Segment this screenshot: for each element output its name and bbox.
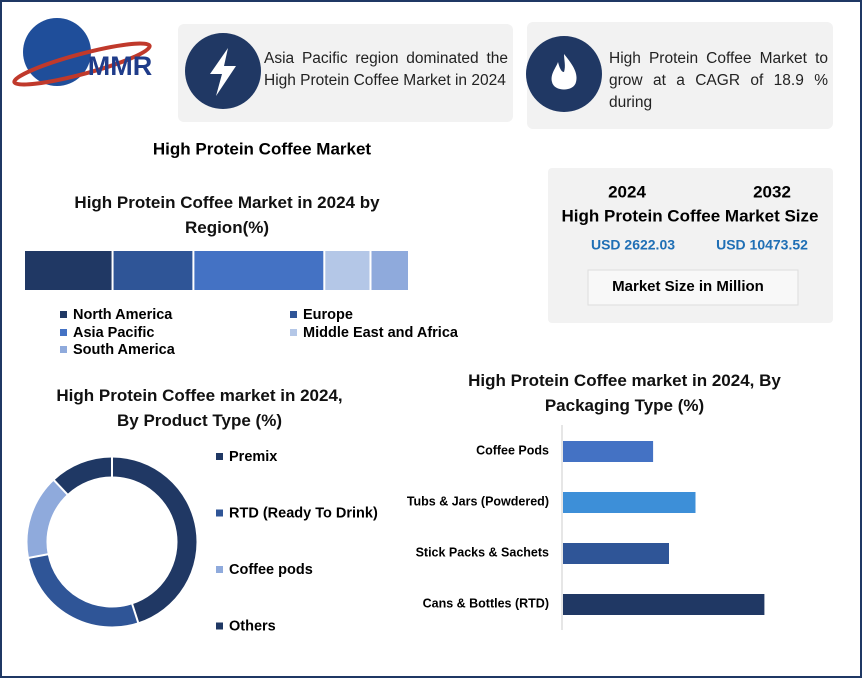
legend-swatch <box>290 329 297 336</box>
legend-label: South America <box>73 342 176 358</box>
year: 2024 <box>608 182 646 201</box>
bar-segment <box>325 251 370 290</box>
legend-label: Premix <box>229 449 277 465</box>
year: 2032 <box>753 182 791 201</box>
logo-text: MMR <box>88 51 152 81</box>
y-tick-label: Coffee Pods <box>476 443 549 457</box>
legend-label: Middle East and Africa <box>303 325 459 341</box>
flame-icon <box>551 54 577 90</box>
bar-segment <box>194 251 324 290</box>
bar <box>563 543 669 564</box>
legend-swatch <box>290 311 297 318</box>
donut-slice <box>54 457 113 495</box>
legend-swatch <box>60 311 67 318</box>
bolt-icon <box>210 48 236 96</box>
legend-label: RTD (Ready To Drink) <box>229 505 378 521</box>
legend-label: North America <box>73 307 173 323</box>
legend-swatch <box>60 329 67 336</box>
y-tick-label: Cans & Bottles (RTD) <box>423 596 549 610</box>
slice-separator <box>52 478 69 496</box>
legend-swatch <box>216 509 223 517</box>
amount: USD 10473.52 <box>716 237 808 253</box>
amount: USD 2622.03 <box>591 237 675 253</box>
card <box>178 24 513 122</box>
market-size-title: High Protein Coffee Market Size <box>562 206 819 225</box>
legend-swatch <box>216 622 223 630</box>
card <box>527 22 833 129</box>
legend-label: Asia Pacific <box>73 325 154 341</box>
legend-label: Others <box>229 618 276 634</box>
note-box <box>587 269 799 306</box>
legend-label: Europe <box>303 307 353 323</box>
bar-segment <box>371 251 408 290</box>
donut-slice <box>111 457 197 623</box>
chart-title: High Protein Coffee Market in 2024 by Re… <box>74 193 380 237</box>
card-text: High Protein Coffee Market to grow at a … <box>609 50 828 111</box>
bar-segment <box>113 251 193 290</box>
legend-swatch <box>60 346 67 353</box>
y-tick-label: Tubs & Jars (Powdered) <box>407 494 549 508</box>
note: Market Size in Million <box>612 278 764 295</box>
legend-swatch <box>216 566 223 573</box>
bar <box>563 492 696 513</box>
card-text: Asia Pacific region dominated the High P… <box>264 50 508 89</box>
bar <box>563 441 654 462</box>
heading: High Protein Coffee Market <box>153 139 372 158</box>
chart-title: High Protein Coffee market in 2024, By P… <box>56 386 343 430</box>
bar-segment <box>25 251 112 290</box>
y-tick-label: Stick Packs & Sachets <box>416 545 549 559</box>
logo-swoosh <box>12 41 152 87</box>
legend-label: Coffee pods <box>229 562 313 578</box>
legend-swatch <box>216 453 223 460</box>
chart-title: High Protein Coffee market in 2024, By P… <box>468 371 781 415</box>
slice-separator <box>130 603 140 624</box>
donut-slice <box>28 553 139 627</box>
bar <box>563 594 765 615</box>
slice-separator <box>27 553 49 560</box>
donut-slice <box>27 480 68 558</box>
